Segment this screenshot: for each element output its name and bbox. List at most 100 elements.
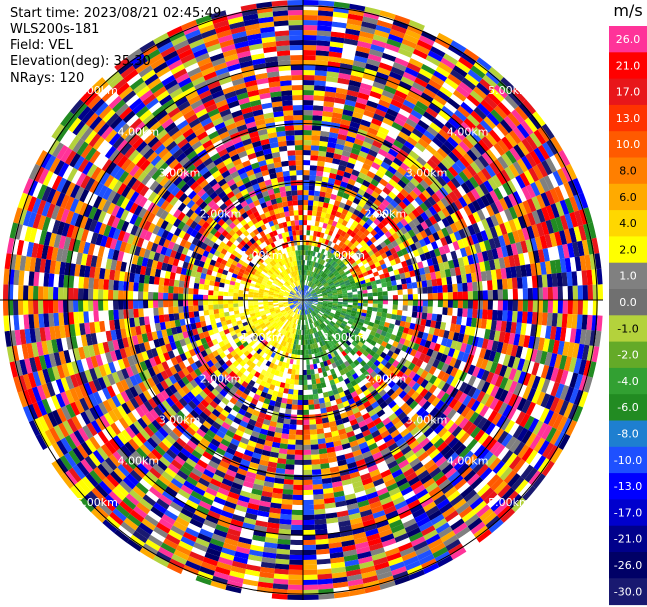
velocity-bin	[594, 253, 602, 270]
velocity-bin	[385, 80, 399, 90]
velocity-bin	[384, 112, 397, 122]
velocity-bin	[307, 295, 313, 298]
velocity-bin	[549, 188, 560, 204]
velocity-bin	[306, 364, 311, 370]
velocity-bin	[549, 232, 558, 247]
velocity-bin	[366, 269, 373, 275]
velocity-bin	[303, 110, 313, 116]
velocity-bin	[363, 274, 370, 280]
velocity-bin	[331, 231, 337, 238]
velocity-bin	[323, 166, 332, 173]
velocity-bin	[342, 302, 348, 305]
velocity-bin	[440, 197, 450, 208]
velocity-bin	[349, 174, 358, 182]
velocity-bin	[347, 304, 353, 308]
velocity-bin	[347, 289, 353, 293]
velocity-bin	[305, 291, 310, 297]
velocity-bin	[564, 257, 572, 273]
velocity-bin	[470, 110, 484, 124]
velocity-bin	[441, 277, 448, 286]
velocity-bin	[530, 182, 541, 197]
velocity-bin	[416, 39, 433, 51]
velocity-bin	[406, 62, 421, 73]
velocity-bin	[377, 295, 384, 300]
velocity-bin	[361, 286, 368, 291]
velocity-bin	[321, 176, 329, 183]
velocity-bin	[308, 409, 315, 415]
velocity-bin	[312, 296, 318, 298]
velocity-bin	[313, 272, 317, 278]
velocity-bin	[485, 204, 495, 217]
velocity-bin	[463, 48, 480, 62]
velocity-bin	[307, 250, 311, 256]
velocity-bin	[531, 210, 541, 225]
velocity-bin	[279, 443, 288, 450]
velocity-bin	[414, 77, 428, 88]
velocity-bin	[316, 165, 325, 172]
velocity-bin	[431, 193, 441, 203]
velocity-bin	[377, 269, 384, 276]
velocity-bin	[306, 230, 311, 236]
velocity-bin	[317, 433, 325, 440]
velocity-bin	[556, 168, 568, 185]
velocity-bin	[310, 155, 319, 161]
velocity-bin	[423, 130, 436, 141]
velocity-bin	[303, 175, 310, 181]
velocity-bin	[367, 53, 382, 63]
velocity-bin	[371, 118, 383, 127]
velocity-bin	[545, 325, 552, 340]
velocity-bin	[335, 87, 348, 95]
velocity-bin	[542, 300, 549, 313]
velocity-bin	[396, 250, 404, 258]
velocity-bin	[427, 196, 437, 206]
velocity-bin	[369, 276, 376, 282]
velocity-bin	[396, 221, 405, 230]
velocity-bin	[500, 77, 516, 92]
velocity-bin	[332, 255, 338, 262]
velocity-bin	[369, 122, 381, 131]
velocity-bin	[415, 255, 422, 263]
velocity-bin	[315, 216, 321, 222]
velocity-bin	[317, 295, 323, 298]
velocity-bin	[376, 265, 383, 272]
velocity-bin	[356, 97, 368, 105]
velocity-bin	[534, 179, 546, 195]
velocity-bin	[540, 221, 550, 236]
velocity-bin	[445, 48, 461, 61]
velocity-bin	[315, 538, 329, 545]
velocity-bin	[579, 329, 587, 345]
velocity-bin	[572, 285, 578, 300]
velocity-bin	[437, 210, 446, 220]
velocity-bin	[490, 202, 500, 215]
velocity-bin	[541, 312, 548, 326]
velocity-bin	[380, 161, 391, 170]
velocity-bin	[445, 252, 453, 262]
velocity-bin	[434, 37, 451, 49]
velocity-bin	[390, 99, 403, 109]
velocity-bin	[325, 286, 331, 290]
velocity-bin	[363, 253, 371, 260]
velocity-bin	[347, 300, 353, 303]
velocity-bin	[310, 260, 314, 267]
velocity-bin	[303, 0, 319, 6]
velocity-bin	[303, 297, 308, 300]
velocity-bin	[541, 123, 555, 140]
velocity-bin	[305, 291, 309, 296]
velocity-bin	[337, 133, 347, 141]
velocity-bin	[366, 153, 376, 162]
velocity-bin	[307, 255, 310, 261]
velocity-bin	[573, 194, 584, 211]
velocity-bin	[498, 331, 506, 343]
velocity-bin	[549, 326, 557, 340]
velocity-bin	[337, 293, 343, 297]
velocity-bin	[406, 311, 413, 318]
velocity-bin	[485, 132, 498, 146]
velocity-bin	[342, 192, 350, 200]
velocity-bin	[367, 289, 373, 294]
velocity-bin	[396, 284, 403, 291]
velocity-bin	[341, 219, 348, 227]
velocity-bin	[548, 172, 559, 189]
velocity-bin	[359, 167, 369, 176]
velocity-bin	[405, 316, 412, 323]
velocity-bin	[303, 74, 315, 81]
